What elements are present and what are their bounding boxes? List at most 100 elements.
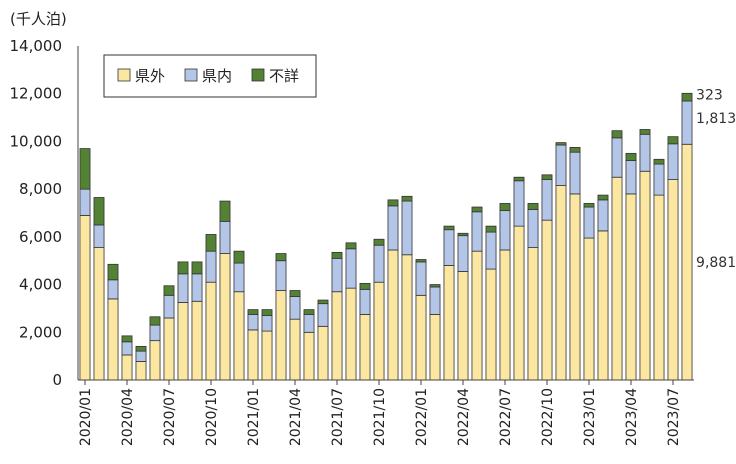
bar-segment xyxy=(233,262,245,293)
bar-segment xyxy=(443,229,455,266)
bar-segment xyxy=(387,249,399,381)
bar-segment xyxy=(135,350,147,362)
bar-segment xyxy=(359,282,371,290)
bar-segment xyxy=(93,224,105,248)
bar-segment xyxy=(653,194,665,381)
bar-segment xyxy=(79,148,91,190)
bar-segment xyxy=(303,313,315,333)
x-tick-label: 2021/01 xyxy=(246,388,262,446)
bar-segment xyxy=(415,261,427,296)
bar-segment xyxy=(443,265,455,381)
bar-segment xyxy=(135,345,147,352)
bar-segment xyxy=(163,317,175,381)
bar-segment xyxy=(345,248,357,289)
x-tick-label: 2023/07 xyxy=(666,388,682,446)
bar-segment xyxy=(289,296,301,320)
x-tick-label: 2022/04 xyxy=(456,388,472,446)
legend-swatch xyxy=(251,68,265,82)
bar-segment xyxy=(79,188,91,216)
legend-label: 県外 xyxy=(135,67,165,85)
bar-segment xyxy=(107,298,119,381)
bar-segment xyxy=(275,253,287,262)
bar-segment xyxy=(597,230,609,381)
bar-segment xyxy=(513,225,525,381)
bar-segment xyxy=(625,152,637,161)
bar-segment xyxy=(345,287,357,381)
bar-segment xyxy=(387,199,399,207)
legend-box xyxy=(103,54,317,98)
bar-segment xyxy=(541,174,553,180)
legend-label: 県内 xyxy=(202,67,232,85)
bar-segment xyxy=(191,300,203,381)
y-axis: 0 2,000 4,000 6,000 8,000 10,000 12,000 14,000 xyxy=(10,37,63,389)
bar-segment xyxy=(527,247,539,381)
bar-segment xyxy=(555,144,567,186)
bar-segment xyxy=(121,341,133,356)
bar-segment xyxy=(163,294,175,319)
bar-segment xyxy=(429,284,441,288)
bar-segment xyxy=(471,211,483,252)
x-tick-label: 2020/04 xyxy=(120,388,136,446)
bar-segment xyxy=(625,160,637,195)
y-tick-label: 4,000 xyxy=(19,276,62,294)
bar-segment xyxy=(569,151,581,195)
y-tick-label: 2,000 xyxy=(19,323,62,341)
bar-segment xyxy=(667,143,679,180)
bar-segment xyxy=(639,133,651,172)
bar-segment xyxy=(499,203,511,212)
bar-segment xyxy=(443,225,455,231)
legend-label: 不詳 xyxy=(269,67,299,85)
y-tick-label: 0 xyxy=(52,371,62,389)
y-tick-label: 10,000 xyxy=(10,132,63,150)
bar-segment xyxy=(555,142,567,146)
legend-swatch xyxy=(117,68,131,82)
bar-segment xyxy=(513,176,525,182)
bar-segment xyxy=(247,313,259,331)
bar-segment xyxy=(373,281,385,381)
x-tick-label: 2022/01 xyxy=(414,388,430,446)
bar-segment xyxy=(233,291,245,381)
legend-swatch xyxy=(184,68,198,82)
bar-segment xyxy=(233,250,245,264)
bar-segment xyxy=(373,244,385,283)
bar-segment xyxy=(639,129,651,135)
bar-segment xyxy=(121,335,133,343)
bar-segment xyxy=(457,232,469,237)
bar-segment xyxy=(387,205,399,251)
bar-segment xyxy=(527,209,539,248)
x-axis: 2020/01 2020/04 2020/07 2020/10 2021/01 2021/… xyxy=(78,380,682,446)
bar-segment xyxy=(471,250,483,381)
bars-group xyxy=(79,92,693,381)
bar-segment xyxy=(485,231,497,270)
annotation-in-prefecture: 1,813 xyxy=(696,111,736,127)
bar-segment xyxy=(401,254,413,381)
bar-segment xyxy=(205,281,217,381)
bar-segment xyxy=(681,143,693,381)
bar-segment xyxy=(597,199,609,232)
bar-segment xyxy=(303,331,315,381)
bar-segment xyxy=(289,290,301,297)
bar-segment xyxy=(261,330,273,381)
bar-segment xyxy=(219,220,231,254)
bar-segment xyxy=(331,257,343,293)
annotation-unknown: 323 xyxy=(696,87,723,103)
bar-segment xyxy=(471,206,483,213)
x-tick-label: 2023/01 xyxy=(582,388,598,446)
bar-segment xyxy=(247,329,259,381)
bar-segment xyxy=(555,185,567,381)
bar-segment xyxy=(611,130,623,139)
bar-segment xyxy=(583,206,595,239)
bar-segment xyxy=(289,318,301,381)
bar-segment xyxy=(163,285,175,296)
bar-segment xyxy=(569,146,581,153)
unit-label: (千人泊) xyxy=(10,10,67,28)
bar-segment xyxy=(653,163,665,196)
bar-segment xyxy=(107,279,119,300)
y-tick-label: 6,000 xyxy=(19,228,62,246)
x-tick-label: 2022/10 xyxy=(540,388,556,446)
bar-segment xyxy=(177,261,189,275)
bar-segment xyxy=(583,203,595,208)
annotations: 323 1,813 9,881 xyxy=(696,87,736,271)
x-tick-label: 2021/10 xyxy=(372,388,388,446)
x-tick-label: 2020/07 xyxy=(162,388,178,446)
